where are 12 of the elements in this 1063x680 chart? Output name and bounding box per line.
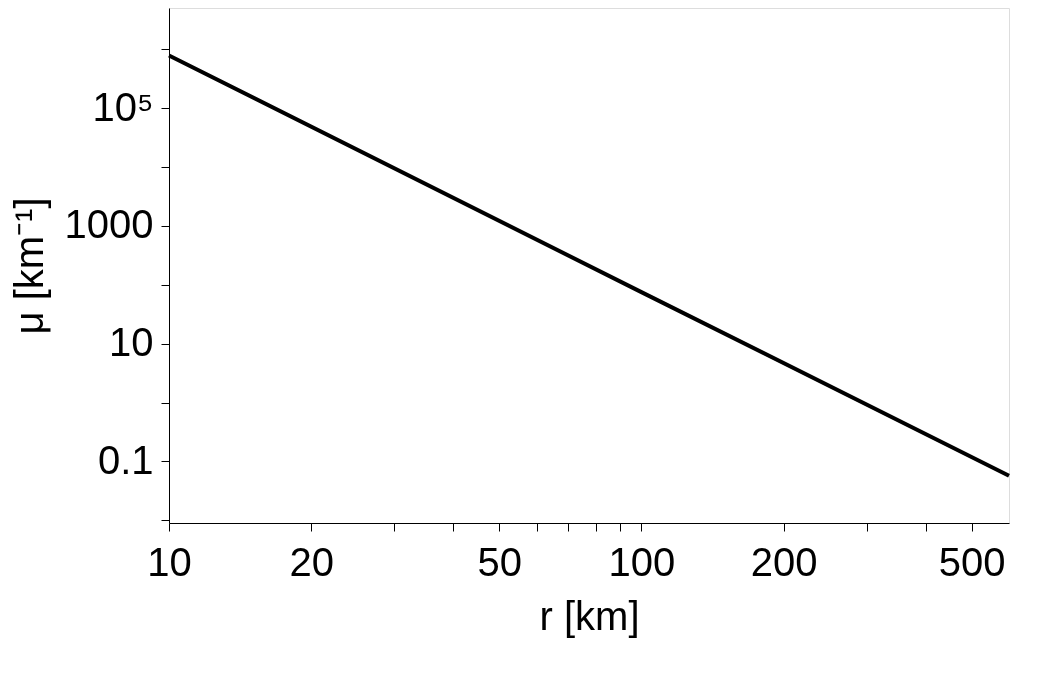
y-tick-label: 1000 (64, 202, 154, 247)
x-tick-label: 100 (608, 539, 676, 584)
x-tick-label: 500 (938, 539, 1006, 584)
y-tick-label: 0.1 (97, 437, 154, 482)
y-axis-title: μ [km⁻¹] (6, 197, 51, 335)
x-tick-label: 50 (477, 539, 522, 584)
y-tick-label: 10 (109, 320, 154, 365)
x-tick-label: 10 (147, 539, 192, 584)
x-tick-label: 20 (289, 539, 334, 584)
x-axis-title: r [km] (539, 593, 640, 638)
x-tick-label: 200 (750, 539, 818, 584)
y-tick-label: 10⁵ (92, 84, 154, 129)
